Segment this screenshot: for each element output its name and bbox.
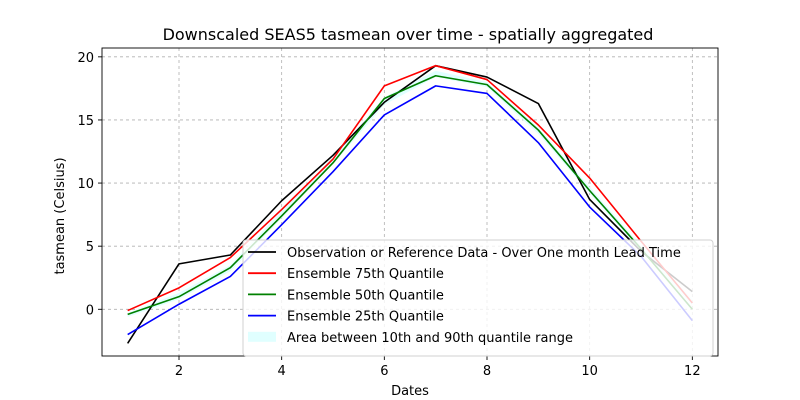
y-tick-label: 20 [77,51,94,66]
y-axis-label: tasmean (Celsius) [53,157,68,274]
series-line-2 [127,74,693,316]
x-tick-label: 12 [684,364,701,379]
legend-swatch-4 [248,331,276,342]
series-line-3 [127,85,693,336]
legend-label-2: Ensemble 50th Quantile [287,288,444,303]
legend-label-3: Ensemble 25th Quantile [287,310,444,325]
quantile-band-area [127,70,693,317]
series-line-1 [127,64,693,312]
x-tick-label: 6 [380,364,388,379]
legend: Observation or Reference Data - Over One… [242,239,714,357]
legend-box [242,239,714,357]
x-tick-label: 10 [581,364,598,379]
legend-label-4: Area between 10th and 90th quantile rang… [287,331,573,346]
x-tick-label: 8 [483,364,491,379]
quantile-band [127,70,693,317]
series-line-0 [126,64,693,344]
series-lines [126,64,693,344]
legend-label-0: Observation or Reference Data - Over One… [287,246,681,261]
legend-label-1: Ensemble 75th Quantile [287,267,444,282]
x-axis-label: Dates [391,384,429,399]
x-tick-label: 4 [278,364,286,379]
x-tick-label: 2 [175,364,183,379]
ticks: 2 4 6 8 10 12 0 5 10 15 20 [77,51,700,379]
y-tick-label: 5 [86,240,94,255]
chart-title: Downscaled SEAS5 tasmean over time - spa… [163,25,654,44]
y-tick-label: 0 [86,303,94,318]
y-tick-label: 10 [77,177,94,192]
y-tick-label: 15 [77,114,94,129]
